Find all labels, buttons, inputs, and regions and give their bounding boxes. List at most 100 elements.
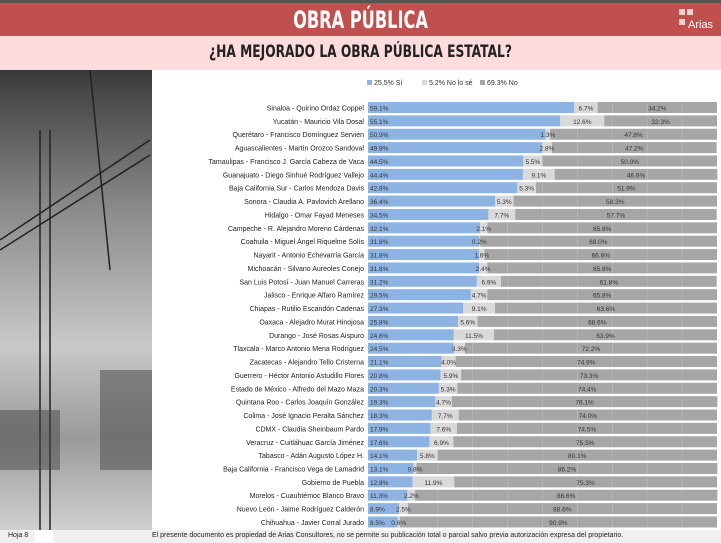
data-label: 18.3% — [370, 413, 389, 420]
bar-no-lo-sé — [470, 289, 488, 301]
bar-no-lo-sé — [407, 489, 416, 501]
bar-no — [454, 476, 717, 488]
bar-no — [456, 422, 717, 434]
bar-sí — [368, 235, 479, 247]
bar-no — [597, 102, 717, 113]
category-label: Aguascalientes - Martín Orozco Sandoval — [235, 146, 365, 153]
copyright-notice: El presente documento es propiedad de Ar… — [152, 532, 624, 539]
data-label: 21.1% — [370, 360, 389, 367]
bar-no-lo-sé — [545, 128, 551, 140]
data-label: 80.1% — [568, 453, 587, 460]
data-label: 0.8% — [408, 466, 423, 473]
category-label: CDMX - Claudia Sheinbaum Pardo — [255, 426, 364, 433]
category-label: Veracruz - Cuitláhuac García Jiménez — [246, 440, 364, 447]
data-label: 3.3% — [452, 346, 467, 353]
data-label: 65.8% — [593, 226, 612, 233]
bar-no — [487, 262, 717, 274]
data-label: 20.8% — [370, 373, 389, 380]
bar-no — [513, 195, 717, 207]
bar-no — [479, 235, 717, 247]
category-label: Estado de México - Alfredo del Mazo Maza — [231, 386, 364, 393]
bar-sí — [368, 449, 418, 461]
bar-sí — [368, 476, 413, 488]
data-label: 7.6% — [436, 426, 451, 433]
bar-sí — [368, 289, 471, 301]
data-label: 14.1% — [370, 453, 389, 460]
data-label: 47.8% — [624, 132, 643, 139]
data-label: 61.8% — [600, 279, 619, 286]
subtitle-band: ¿HA MEJORADO LA OBRA PÚBLICA ESTATAL? — [0, 36, 721, 70]
data-label: 32.1% — [370, 226, 389, 233]
question-title: ¿HA MEJORADO LA OBRA PÚBLICA ESTATAL? — [209, 42, 512, 62]
bar-sí — [368, 182, 518, 194]
page-number: Hoja 8 — [8, 532, 29, 539]
data-label: 11.9% — [424, 480, 442, 487]
data-label: 75.3% — [576, 480, 595, 487]
bar-sí — [368, 302, 464, 314]
category-label: Yucatán - Mauricio Vila Dosal — [273, 119, 365, 126]
bar-no — [487, 289, 717, 301]
footer: Hoja 8 El presente documento es propieda… — [0, 530, 721, 543]
data-label: 4.7% — [436, 400, 451, 407]
legend-swatch — [480, 80, 485, 85]
bar-no — [455, 356, 717, 368]
data-label: 12.8% — [370, 480, 389, 487]
data-label: 0.6% — [391, 520, 406, 527]
data-label: 1.6% — [474, 253, 489, 260]
category-label: Nuevo León - Jaime Rodríguez Calderón — [237, 507, 364, 514]
data-label: 31.8% — [370, 266, 389, 273]
data-label: 86.6% — [557, 493, 576, 500]
bar-no — [461, 369, 717, 381]
bar-no-lo-sé — [522, 168, 555, 180]
data-label: 63.6% — [597, 306, 616, 313]
data-label: 66.6% — [592, 253, 611, 260]
bar-sí — [368, 356, 442, 368]
bar-sí — [368, 222, 481, 234]
bar-no — [550, 128, 717, 140]
bar-no-lo-sé — [574, 102, 598, 113]
data-label: 74.9% — [577, 360, 596, 367]
data-label: 24.5% — [370, 346, 389, 353]
bar-no-lo-sé — [495, 195, 514, 207]
bar-no-lo-sé — [478, 249, 485, 261]
data-label: 27.3% — [370, 306, 389, 313]
data-label: 9.1% — [472, 306, 487, 313]
category-label: Jalisco - Enrique Alfaro Ramírez — [264, 293, 364, 300]
category-label: Querétaro - Francisco Domínguez Servién — [233, 132, 365, 139]
bar-no-lo-sé — [453, 329, 494, 341]
category-label: Tamaulipas - Francisco J. García Cabeza … — [209, 159, 365, 166]
bar-no-lo-sé — [478, 235, 480, 247]
bar-sí — [368, 195, 496, 207]
data-label: 2.4% — [476, 266, 491, 273]
bar-no-lo-sé — [399, 503, 408, 515]
bar-no — [457, 382, 717, 394]
bar-no — [535, 182, 717, 194]
logo: Arias — [677, 7, 715, 35]
data-label: 36.4% — [370, 199, 389, 206]
legend-label: 69.3% No — [487, 80, 518, 87]
category-label: Morelos - Cuauhtémoc Blanco Bravo — [250, 493, 364, 500]
data-label: 17.9% — [370, 426, 389, 433]
bar-no-lo-sé — [463, 302, 496, 314]
construction-photo — [0, 69, 152, 530]
bar-sí — [368, 329, 454, 341]
bar-no — [484, 249, 717, 261]
bar-sí — [368, 142, 543, 154]
bar-no-lo-sé — [435, 396, 452, 408]
bar-no — [399, 516, 717, 528]
bar-sí — [368, 409, 432, 421]
bar-sí — [368, 315, 459, 327]
bar-no-lo-sé — [441, 356, 456, 368]
bar-no — [451, 396, 718, 408]
data-label: 42.8% — [370, 186, 389, 193]
data-label: 32.3% — [651, 119, 670, 126]
bar-no — [416, 462, 718, 474]
data-label: 74.0% — [579, 413, 598, 420]
category-label: Gobierno de Puebla — [302, 480, 364, 487]
data-label: 44.5% — [370, 159, 389, 166]
data-label: 55.1% — [370, 119, 389, 126]
bar-sí — [368, 462, 414, 474]
category-label: Guanajuato - Diego Sinhué Rodríguez Vall… — [223, 172, 364, 179]
data-label: 88.6% — [553, 507, 572, 514]
category-label: Michoacán - Silvano Aureoles Conejo — [248, 266, 364, 273]
